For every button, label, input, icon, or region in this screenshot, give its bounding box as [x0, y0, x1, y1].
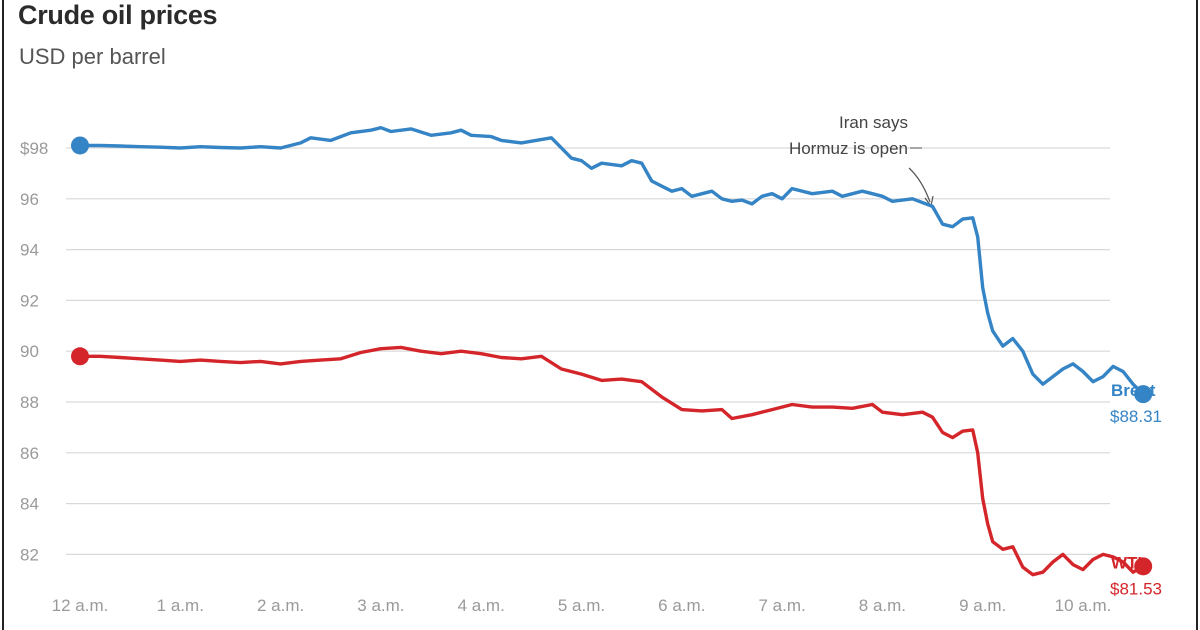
wti-line [80, 345, 1145, 577]
line-chart: $98 96 94 92 90 88 86 84 82 12 a.m. 1 a.m. 2 a.m. 3 … [20, 113, 1162, 615]
brent-line [80, 126, 1145, 396]
x-tick-label: 12 a.m. [52, 596, 109, 615]
x-tick-label: 7 a.m. [758, 596, 805, 615]
y-tick-label: 94 [20, 241, 39, 260]
wti-end-value: $81.53 [1110, 579, 1162, 598]
x-tick-label: 10 a.m. [1055, 596, 1112, 615]
x-tick-label: 9 a.m. [959, 596, 1006, 615]
chart-subtitle: USD per barrel [19, 44, 166, 69]
y-tick-label: 84 [20, 495, 39, 514]
y-tick-label: 82 [20, 545, 39, 564]
y-tick-label: 88 [20, 393, 39, 412]
wti-end-point [1134, 557, 1153, 576]
x-tick-label: 3 a.m. [357, 596, 404, 615]
brent-series-name: Brent [1111, 381, 1156, 400]
x-tick-label: 1 a.m. [157, 596, 204, 615]
chart-title: Crude oil prices [18, 0, 218, 30]
annotation-arrow [908, 167, 931, 203]
y-tick-label: 86 [20, 444, 39, 463]
x-tick-label: 4 a.m. [458, 596, 505, 615]
x-tick-label: 8 a.m. [859, 596, 906, 615]
wti-start-point [71, 347, 89, 366]
brent-end-value: $88.31 [1110, 407, 1162, 426]
brent-end-point [1134, 385, 1153, 404]
annotation-line2: Hormuz is open [789, 139, 908, 158]
wti-series-name: WTI [1111, 553, 1142, 572]
x-tick-label: 2 a.m. [257, 596, 304, 615]
annotation-line1: Iran says [839, 113, 908, 132]
y-tick-label: 90 [20, 342, 39, 361]
x-tick-label: 5 a.m. [558, 596, 605, 615]
y-tick-label: 96 [20, 190, 39, 209]
x-tick-label: 6 a.m. [658, 596, 705, 615]
y-tick-label: 92 [20, 291, 39, 310]
y-tick-label: $98 [20, 139, 48, 158]
brent-start-point [71, 136, 89, 155]
